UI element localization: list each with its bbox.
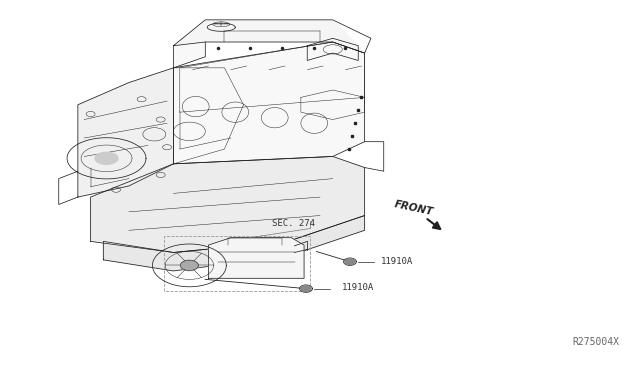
Text: 11910A: 11910A xyxy=(342,283,374,292)
Polygon shape xyxy=(173,42,365,164)
Polygon shape xyxy=(173,20,365,53)
Polygon shape xyxy=(301,286,311,292)
Text: SEC. 274: SEC. 274 xyxy=(272,219,316,228)
Text: R275004X: R275004X xyxy=(573,337,620,347)
Polygon shape xyxy=(103,215,365,271)
Text: 11910A: 11910A xyxy=(381,257,413,266)
Polygon shape xyxy=(173,42,205,68)
Polygon shape xyxy=(345,259,355,264)
Polygon shape xyxy=(91,157,365,253)
Polygon shape xyxy=(180,260,198,270)
Text: FRONT: FRONT xyxy=(394,199,435,217)
Polygon shape xyxy=(78,68,173,197)
Polygon shape xyxy=(95,152,118,164)
Polygon shape xyxy=(209,238,304,278)
